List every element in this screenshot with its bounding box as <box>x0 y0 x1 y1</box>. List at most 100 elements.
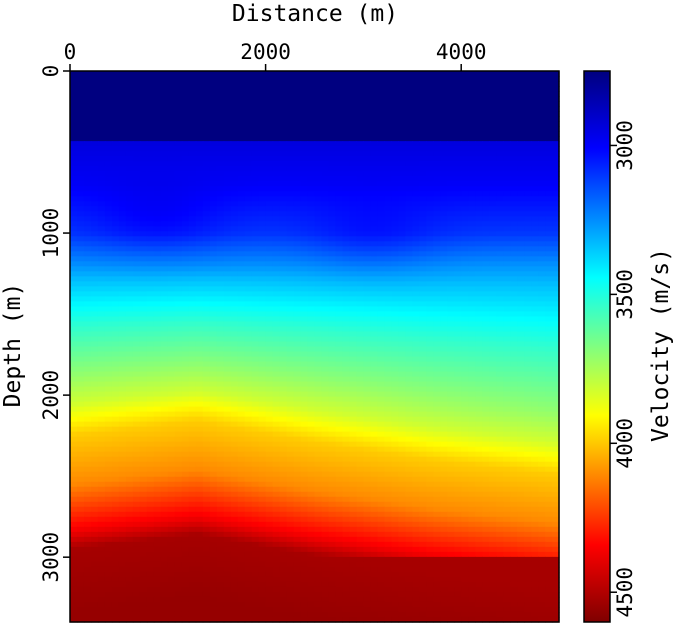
heatmap-cell <box>405 136 413 142</box>
heatmap-cell <box>531 236 539 242</box>
heatmap-cell <box>153 246 162 252</box>
heatmap-cell <box>314 176 323 182</box>
heatmap-cell <box>454 326 462 333</box>
heatmap-cell <box>223 161 232 167</box>
heatmap-cell <box>363 256 371 262</box>
heatmap-cell <box>538 136 546 142</box>
heatmap-cell <box>237 366 246 373</box>
heatmap-cell <box>272 71 281 77</box>
heatmap-cell <box>174 176 183 182</box>
heatmap-cell <box>70 226 78 232</box>
heatmap-cell <box>118 81 127 87</box>
heatmap-cell <box>258 191 267 197</box>
heatmap-cell <box>342 406 351 413</box>
heatmap-cell <box>356 76 364 82</box>
heatmap-cell <box>475 301 483 308</box>
heatmap-cell <box>223 206 232 212</box>
heatmap-cell <box>118 181 127 187</box>
heatmap-cell <box>321 201 330 207</box>
heatmap-cell <box>349 101 358 107</box>
heatmap-cell <box>321 301 330 308</box>
heatmap-cell <box>531 256 539 262</box>
heatmap-cell <box>391 326 399 333</box>
heatmap-cell <box>524 306 532 313</box>
heatmap-cell <box>160 246 169 252</box>
heatmap-cell <box>419 126 427 132</box>
heatmap-cell <box>321 96 330 102</box>
heatmap-cell <box>237 266 246 272</box>
heatmap-cell <box>454 206 462 212</box>
heatmap-cell <box>496 231 504 237</box>
heatmap-cell <box>188 116 197 122</box>
heatmap-cell <box>377 376 385 383</box>
heatmap-cell <box>545 391 553 398</box>
heatmap-cell <box>76 176 85 182</box>
heatmap-cell <box>167 161 176 167</box>
heatmap-cell <box>384 346 392 353</box>
heatmap-cell <box>181 216 190 222</box>
heatmap-cell <box>300 116 309 122</box>
heatmap-cell <box>125 281 134 287</box>
heatmap-cell <box>139 246 148 252</box>
heatmap-cell <box>426 411 434 418</box>
heatmap-cell <box>104 186 113 192</box>
heatmap-cell <box>370 406 378 413</box>
heatmap-cell <box>237 156 246 162</box>
heatmap-cell <box>293 421 302 428</box>
heatmap-cell <box>391 341 399 348</box>
heatmap-cell <box>104 286 113 292</box>
heatmap-cell <box>328 301 337 308</box>
heatmap-cell <box>524 406 532 413</box>
heatmap-cell <box>181 416 190 423</box>
heatmap-cell <box>328 416 337 423</box>
heatmap-cell <box>524 101 532 107</box>
heatmap-cell <box>97 386 106 393</box>
heatmap-cell <box>104 321 113 328</box>
heatmap-cell <box>538 266 546 272</box>
heatmap-cell <box>230 201 239 207</box>
heatmap-cell <box>146 151 155 157</box>
heatmap-cell <box>216 181 225 187</box>
heatmap-cell <box>510 76 518 82</box>
heatmap-cell <box>70 81 78 87</box>
heatmap-cell <box>125 136 134 142</box>
heatmap-cell <box>188 346 197 353</box>
heatmap-cell <box>279 311 288 318</box>
heatmap-cell <box>230 156 239 162</box>
heatmap-cell <box>412 391 420 398</box>
heatmap-cell <box>524 416 532 423</box>
heatmap-cell <box>335 221 344 227</box>
heatmap-cell <box>83 71 92 77</box>
heatmap-cell <box>433 416 441 423</box>
heatmap-cell <box>384 351 392 358</box>
heatmap-cell <box>300 256 309 262</box>
heatmap-cell <box>251 276 260 282</box>
heatmap-cell <box>153 366 162 373</box>
heatmap-cell <box>76 186 85 192</box>
heatmap-cell <box>433 181 441 187</box>
heatmap-cell <box>125 101 134 107</box>
heatmap-cell <box>230 366 239 373</box>
heatmap-cell <box>517 226 525 232</box>
heatmap-cell <box>363 351 371 358</box>
heatmap-cell <box>356 351 364 358</box>
heatmap-cell <box>97 276 106 282</box>
heatmap-cell <box>237 171 246 177</box>
heatmap-cell <box>209 396 218 403</box>
heatmap-cell <box>412 206 420 212</box>
heatmap-cell <box>76 291 85 298</box>
heatmap-cell <box>517 81 525 87</box>
heatmap-cell <box>314 91 323 97</box>
heatmap-cell <box>328 206 337 212</box>
heatmap-cell <box>293 286 302 292</box>
heatmap-cell <box>335 76 344 82</box>
heatmap-cell <box>419 406 427 413</box>
heatmap-cell <box>517 221 525 227</box>
heatmap-cell <box>510 306 518 313</box>
heatmap-cell <box>286 116 295 122</box>
heatmap-cell <box>552 276 560 282</box>
heatmap-cell <box>153 191 162 197</box>
heatmap-cell <box>440 266 448 272</box>
heatmap-cell <box>83 126 92 132</box>
heatmap-cell <box>90 76 99 82</box>
